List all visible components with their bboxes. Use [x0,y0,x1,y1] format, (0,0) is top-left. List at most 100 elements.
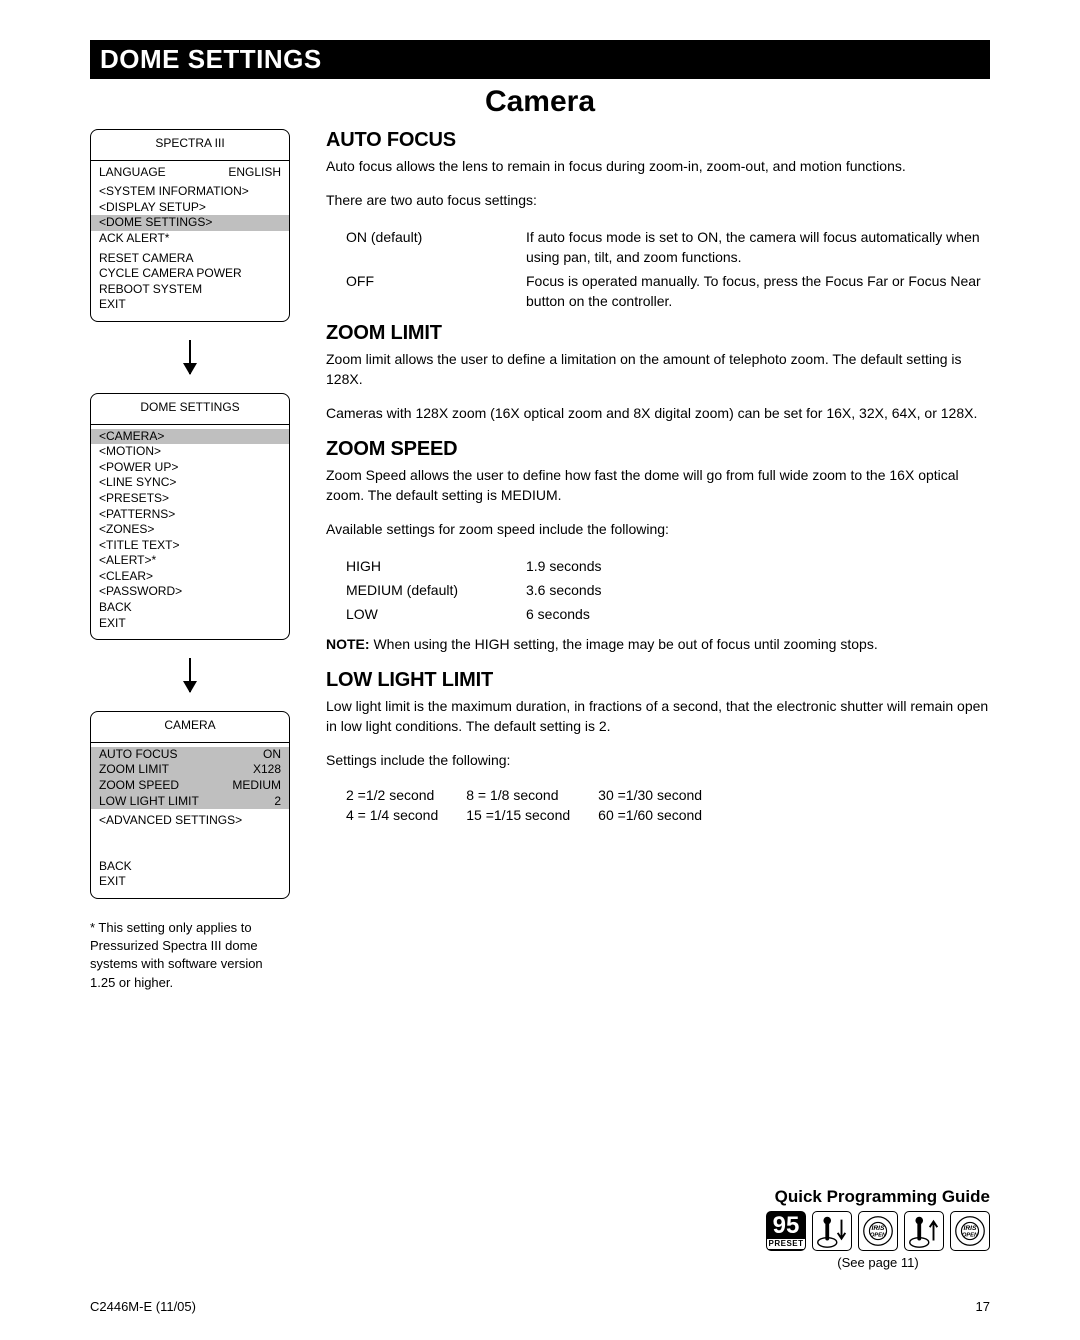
menu-title: DOME SETTINGS [91,398,289,420]
paragraph: Available settings for zoom speed includ… [326,519,990,539]
menu-spectra-iii: SPECTRA III LANGUAGE ENGLISH <SYSTEM INF… [90,129,290,322]
label: BACK [99,859,132,875]
paragraph: Zoom Speed allows the user to define how… [326,465,990,506]
paragraph: Zoom limit allows the user to define a l… [326,349,990,390]
menu-item-selected: <DOME SETTINGS> [91,215,289,231]
menu-item: <POWER UP> [91,460,289,476]
label: EXIT [99,616,126,632]
label: <MOTION> [99,444,161,460]
menu-item: <LINE SYNC> [91,475,289,491]
iris-open-icon: IRIS OPEN [950,1211,990,1251]
quick-programming-guide: Quick Programming Guide 95 PRESET IRIS O… [766,1187,990,1270]
label: LOW LIGHT LIMIT [99,794,199,810]
svg-text:IRIS: IRIS [964,1225,977,1232]
label: <PRESETS> [99,491,169,507]
menu-item: BACK [91,859,289,875]
settings-list: ON (default) If auto focus mode is set t… [346,225,990,314]
heading-auto-focus: AUTO FOCUS [326,129,990,152]
menu-item: EXIT [91,874,289,890]
menu-title: SPECTRA III [91,134,289,156]
paragraph: Auto focus allows the lens to remain in … [326,156,990,176]
svg-text:OPEN: OPEN [870,1233,887,1239]
section-header: DOME SETTINGS [90,40,990,79]
menu-item: ZOOM LIMITX128 [91,762,289,778]
menu-item-language: LANGUAGE ENGLISH [91,165,289,181]
setting-key: MEDIUM (default) [346,578,526,602]
note-text: When using the HIGH setting, the image m… [370,636,878,652]
preset-number: 95 [773,1214,800,1238]
setting-value: 3.6 seconds [526,578,602,602]
menu-item: REBOOT SYSTEM [91,282,289,298]
setting-key: OFF [346,269,526,314]
value: MEDIUM [232,778,281,794]
menu-item: <ADVANCED SETTINGS> [91,813,289,829]
setting-value: 1.9 seconds [526,554,602,578]
label: BACK [99,600,132,616]
label: <DISPLAY SETUP> [99,200,206,216]
menu-item: ZOOM SPEED MEDIUM [91,778,289,794]
menu-item: CYCLE CAMERA POWER [91,266,289,282]
paragraph: Cameras with 128X zoom (16X optical zoom… [326,403,990,423]
label: LANGUAGE [99,165,166,181]
grid-cell: 30 =1/30 second [598,785,730,805]
label: ZOOM SPEED [99,778,179,794]
page-title: Camera [90,85,990,119]
menu-item: <MOTION> [91,444,289,460]
value: ENGLISH [228,165,281,181]
label: <LINE SYNC> [99,475,176,491]
arrow-down-icon [90,328,290,393]
settings-list: HIGH1.9 seconds MEDIUM (default)3.6 seco… [346,554,602,627]
menu-navigation-column: SPECTRA III LANGUAGE ENGLISH <SYSTEM INF… [90,129,290,992]
label: <DOME SETTINGS> [99,215,212,231]
menu-item: LOW LIGHT LIMIT2 [91,794,289,810]
iris-open-icon: IRIS OPEN [858,1211,898,1251]
setting-desc: If auto focus mode is set to ON, the cam… [526,225,990,270]
label: <SYSTEM INFORMATION> [99,184,249,200]
page-number: 17 [976,1299,990,1314]
grid-cell: 2 =1/2 second [346,785,466,805]
menu-item: BACK [91,600,289,616]
label: REBOOT SYSTEM [99,282,202,298]
note: NOTE: When using the HIGH setting, the i… [326,634,990,654]
label: ACK ALERT* [99,231,169,247]
setting-key: HIGH [346,554,526,578]
svg-text:IRIS: IRIS [872,1225,885,1232]
label: <ZONES> [99,522,154,538]
grid-cell: 60 =1/60 second [598,805,730,825]
grid-cell: 8 = 1/8 second [466,785,598,805]
label: AUTO FOCUS [99,747,177,763]
joystick-up-icon [904,1211,944,1251]
setting-key: LOW [346,602,526,626]
paragraph: Low light limit is the maximum duration,… [326,696,990,737]
page-footer: C2446M-E (11/05) 17 [90,1299,990,1314]
menu-item: <PASSWORD> [91,584,289,600]
arrow-down-icon [90,646,290,711]
label: <CAMERA> [99,429,164,445]
setting-key: ON (default) [346,225,526,270]
content-column: AUTO FOCUS Auto focus allows the lens to… [326,129,990,992]
note-label: NOTE: [326,636,370,652]
preset-label: PRESET [766,1239,806,1249]
qpg-see-page: (See page 11) [766,1255,990,1270]
heading-zoom-speed: ZOOM SPEED [326,438,990,461]
heading-low-light-limit: LOW LIGHT LIMIT [326,669,990,692]
paragraph: There are two auto focus settings: [326,190,990,210]
menu-item: <PRESETS> [91,491,289,507]
grid-cell: 15 =1/15 second [466,805,598,825]
paragraph: Settings include the following: [326,750,990,770]
menu-dome-settings: DOME SETTINGS <CAMERA> <MOTION> <POWER U… [90,393,290,640]
preset-95-icon: 95 PRESET [766,1211,806,1251]
label: <PASSWORD> [99,584,182,600]
menu-item: EXIT [91,297,289,313]
label: <ADVANCED SETTINGS> [99,813,242,829]
menu-item: <CLEAR> [91,569,289,585]
menu-item: AUTO FOCUSON [91,747,289,763]
label: <PATTERNS> [99,507,175,523]
menu-camera: CAMERA AUTO FOCUSON ZOOM LIMITX128 ZOOM … [90,711,290,899]
label: <ALERT>* [99,553,156,569]
doc-id: C2446M-E (11/05) [90,1299,196,1314]
menu-item: <ZONES> [91,522,289,538]
menu-item: <ALERT>* [91,553,289,569]
menu-item: ACK ALERT* [91,231,289,247]
label: EXIT [99,297,126,313]
